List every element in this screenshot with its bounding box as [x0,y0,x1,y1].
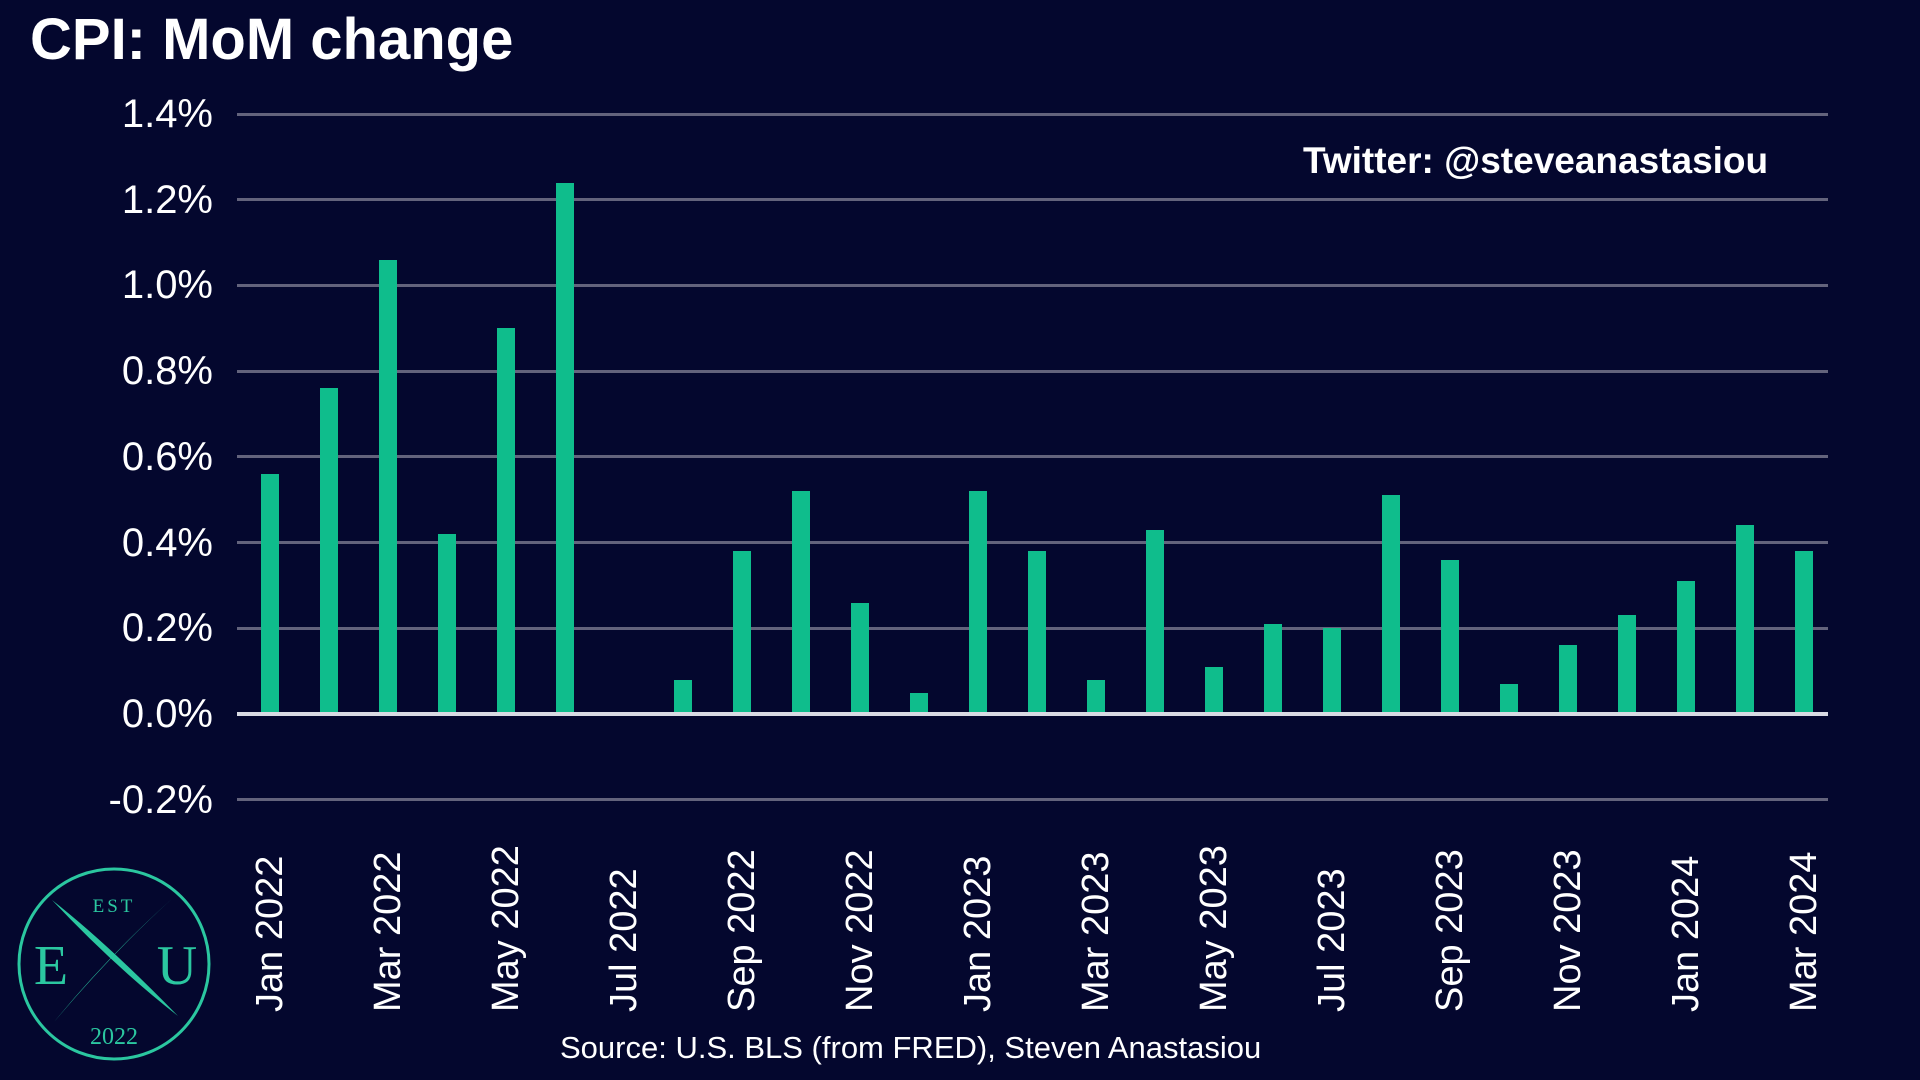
bar-feb-2022 [320,388,338,714]
x-tick-label: Jan 2023 [957,855,999,1012]
logo-right-letter: U [157,935,197,997]
logo-swoosh-tlbr [52,900,178,1016]
eu-est-2022-logo: EST E U 2022 [17,867,211,1061]
bar-oct-2023 [1500,684,1518,714]
logo-left-letter: E [34,935,68,997]
bar-aug-2023 [1382,495,1400,714]
bar-jun-2022 [556,183,574,714]
source-attribution: Source: U.S. BLS (from FRED), Steven Ana… [560,1030,1262,1065]
x-tick-label: Jul 2023 [1311,868,1353,1012]
x-tick-label: Nov 2022 [839,849,881,1012]
y-tick-label: 1.4% [121,92,213,136]
x-tick-label: Sep 2022 [721,849,763,1012]
bar-oct-2022 [792,491,810,714]
y-tick-label: 1.0% [121,263,213,308]
y-tick-label: 0.0% [121,692,213,736]
x-tick-label: Jan 2024 [1665,855,1707,1012]
bar-feb-2023 [1028,551,1046,714]
bar-mar-2022 [379,260,397,714]
bar-sep-2022 [733,551,751,714]
bar-jan-2022 [261,474,279,714]
y-tick-label: 0.2% [121,606,213,651]
bar-jul-2023 [1323,628,1341,714]
bar-mar-2024 [1795,551,1813,714]
y-tick-label: 0.8% [121,349,213,394]
y-tick-label: 0.6% [121,434,213,479]
x-tick-label: May 2023 [1193,845,1235,1012]
logo-circle [17,867,211,1061]
gridline [237,283,1828,287]
x-tick-label: Jan 2022 [249,855,291,1012]
bar-jun-2023 [1264,624,1282,714]
bar-apr-2022 [438,534,456,714]
bar-jan-2024 [1677,581,1695,714]
chart-title: CPI: MoM change [30,7,514,72]
gridline [237,112,1828,116]
zero-baseline [237,712,1828,716]
x-tick-label: Sep 2023 [1429,849,1471,1012]
logo-est-text: EST [93,896,136,917]
y-tick-label: 1.2% [121,177,213,222]
bar-may-2022 [497,328,515,714]
bar-jan-2023 [969,491,987,714]
twitter-handle-annotation: Twitter: @steveanastasiou [1303,140,1769,181]
y-tick-label: 0.4% [121,520,213,565]
x-tick-label: May 2022 [485,845,527,1012]
bar-nov-2022 [851,603,869,714]
x-tick-label: Mar 2023 [1075,851,1117,1012]
bar-mar-2023 [1087,680,1105,714]
x-tick-label: Mar 2024 [1783,851,1825,1012]
x-tick-label: Mar 2022 [367,851,409,1012]
bar-sep-2023 [1441,560,1459,714]
bar-feb-2024 [1736,525,1754,714]
gridline [237,798,1828,802]
gridline [237,541,1828,545]
logo-year-text: 2022 [90,1024,138,1050]
x-tick-label: Nov 2023 [1547,849,1589,1012]
bar-aug-2022 [674,680,692,714]
x-tick-label: Jul 2022 [603,868,645,1012]
bar-may-2023 [1205,667,1223,714]
bar-dec-2023 [1618,615,1636,714]
gridline [237,455,1828,459]
gridline [237,369,1828,373]
bar-dec-2022 [910,693,928,714]
bar-apr-2023 [1146,530,1164,714]
gridline [237,198,1828,202]
y-tick-label: -0.2% [108,777,214,822]
bar-nov-2023 [1559,645,1577,714]
